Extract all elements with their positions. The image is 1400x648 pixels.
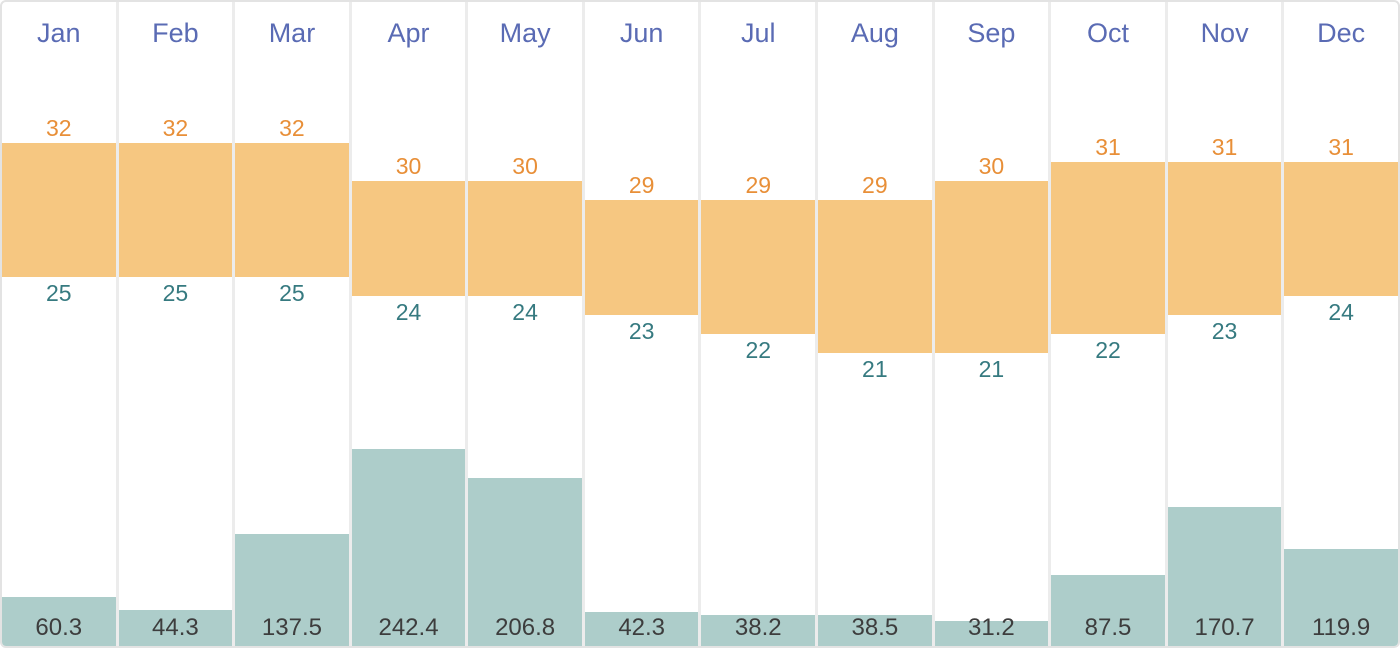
month-label: Oct bbox=[1086, 18, 1129, 48]
precipitation-bar bbox=[584, 612, 699, 646]
month-label: Nov bbox=[1200, 18, 1249, 48]
month-column-aug: Aug 29 21 38.5 bbox=[818, 2, 935, 646]
low-temp-label: 25 bbox=[45, 279, 72, 306]
low-temp-label: 25 bbox=[279, 279, 305, 306]
precipitation-bar bbox=[2, 597, 116, 646]
temperature-range-bar bbox=[818, 200, 932, 354]
low-temp-label: 21 bbox=[978, 356, 1005, 383]
temperature-range-bar bbox=[235, 143, 349, 277]
low-temp-label: 22 bbox=[1095, 337, 1121, 363]
precipitation-label: 38.2 bbox=[734, 614, 782, 641]
precipitation-bar bbox=[235, 534, 349, 646]
temperature-range-bar bbox=[2, 143, 116, 277]
low-temp-label: 23 bbox=[1211, 317, 1238, 344]
temperature-range-bar bbox=[118, 143, 233, 277]
high-temp-label: 29 bbox=[862, 172, 888, 199]
month-column-jun: Jun 29 23 42.3 bbox=[584, 2, 702, 646]
precipitation-label: 60.3 bbox=[35, 614, 83, 641]
temperature-range-bar bbox=[1284, 162, 1398, 296]
precipitation-bar bbox=[351, 449, 466, 646]
high-temp-label: 32 bbox=[162, 115, 189, 141]
month-column-nov: Nov 31 23 170.7 bbox=[1167, 2, 1285, 646]
precipitation-bar bbox=[468, 478, 582, 646]
month-label: Jun bbox=[619, 18, 664, 48]
temperature-range-bar bbox=[934, 181, 1049, 354]
high-temp-label: 30 bbox=[978, 153, 1005, 180]
month-column-jan: Jan 32 25 60.3 bbox=[2, 2, 119, 646]
precipitation-bar bbox=[934, 621, 1049, 646]
high-temp-label: 29 bbox=[628, 172, 655, 199]
high-temp-label: 30 bbox=[395, 153, 422, 180]
high-temp-label: 29 bbox=[745, 172, 772, 199]
precipitation-label: 42.3 bbox=[618, 614, 666, 641]
month-column-jul: Jul 29 22 38.2 bbox=[701, 2, 819, 646]
precipitation-label: 31.2 bbox=[968, 614, 1015, 641]
low-temp-label: 22 bbox=[745, 337, 772, 363]
month-column-oct: Oct 31 22 87.5 bbox=[1051, 2, 1168, 646]
low-temp-label: 24 bbox=[512, 298, 538, 325]
month-label: Aug bbox=[850, 18, 899, 48]
high-temp-label: 31 bbox=[1328, 134, 1354, 161]
low-temp-label: 24 bbox=[395, 298, 422, 325]
precipitation-label: 38.5 bbox=[851, 614, 899, 641]
low-temp-label: 25 bbox=[162, 279, 189, 306]
month-column-dec: Dec 31 24 119.9 bbox=[1284, 2, 1398, 646]
precipitation-bar bbox=[118, 610, 233, 646]
month-label: May bbox=[499, 18, 551, 48]
high-temp-label: 30 bbox=[512, 153, 538, 180]
month-column-mar: Mar 32 25 137.5 bbox=[235, 2, 352, 646]
month-column-sep: Sep 30 21 31.2 bbox=[934, 2, 1052, 646]
precipitation-label: 44.3 bbox=[152, 614, 199, 641]
precipitation-bar bbox=[1051, 575, 1165, 646]
high-temp-label: 32 bbox=[45, 115, 72, 141]
precipitation-label: 170.7 bbox=[1194, 614, 1255, 641]
month-label: Jan bbox=[37, 18, 81, 48]
temperature-range-bar bbox=[1167, 162, 1282, 315]
low-temp-label: 23 bbox=[628, 317, 655, 344]
precipitation-label: 242.4 bbox=[378, 614, 439, 641]
month-label: Feb bbox=[152, 18, 199, 48]
month-label: Apr bbox=[387, 18, 430, 48]
temperature-range-bar bbox=[351, 181, 466, 296]
high-temp-label: 31 bbox=[1095, 134, 1121, 161]
precipitation-bar bbox=[701, 615, 816, 646]
precipitation-bar bbox=[1284, 549, 1398, 646]
month-column-feb: Feb 32 25 44.3 bbox=[118, 2, 236, 646]
month-label: Dec bbox=[1317, 18, 1366, 48]
precipitation-bar bbox=[1167, 507, 1282, 646]
precipitation-label: 119.9 bbox=[1312, 614, 1371, 641]
precipitation-label: 137.5 bbox=[261, 614, 322, 641]
temperature-range-bar bbox=[1051, 162, 1165, 334]
month-column-apr: Apr 30 24 242.4 bbox=[351, 2, 469, 646]
month-label: Jul bbox=[741, 18, 776, 48]
precipitation-label: 87.5 bbox=[1084, 614, 1132, 641]
temperature-range-bar bbox=[468, 181, 582, 296]
high-temp-label: 32 bbox=[279, 115, 305, 141]
month-label: Sep bbox=[967, 18, 1016, 48]
month-label: Mar bbox=[268, 18, 316, 48]
precipitation-label: 206.8 bbox=[495, 614, 556, 641]
month-column-may: May 30 24 206.8 bbox=[468, 2, 585, 646]
temperature-range-bar bbox=[701, 200, 816, 334]
high-temp-label: 31 bbox=[1211, 134, 1238, 161]
low-temp-label: 21 bbox=[862, 356, 888, 383]
precipitation-bar bbox=[818, 615, 932, 646]
temperature-range-bar bbox=[584, 200, 699, 315]
low-temp-label: 24 bbox=[1328, 298, 1354, 325]
